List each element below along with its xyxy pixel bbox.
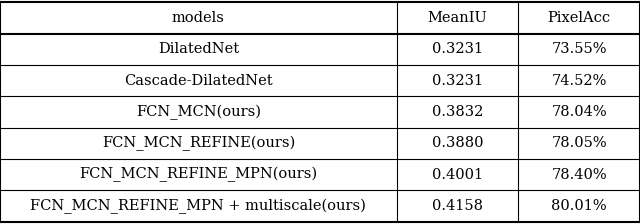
Text: FCN_MCN(ours): FCN_MCN(ours) (136, 104, 261, 120)
Text: 0.3832: 0.3832 (432, 105, 483, 119)
Text: FCN_MCN_REFINE_MPN(ours): FCN_MCN_REFINE_MPN(ours) (79, 167, 317, 182)
Text: models: models (172, 11, 225, 25)
Text: 0.4001: 0.4001 (432, 168, 483, 182)
Text: MeanIU: MeanIU (428, 11, 488, 25)
Text: 0.4158: 0.4158 (432, 199, 483, 213)
Text: 80.01%: 80.01% (552, 199, 607, 213)
Text: Cascade-DilatedNet: Cascade-DilatedNet (124, 74, 273, 88)
Text: FCN_MCN_REFINE(ours): FCN_MCN_REFINE(ours) (102, 136, 295, 151)
Text: PixelAcc: PixelAcc (548, 11, 611, 25)
Text: 78.40%: 78.40% (552, 168, 607, 182)
Text: 73.55%: 73.55% (552, 42, 607, 56)
Text: 74.52%: 74.52% (552, 74, 607, 88)
Text: FCN_MCN_REFINE_MPN + multiscale(ours): FCN_MCN_REFINE_MPN + multiscale(ours) (31, 198, 366, 214)
Text: 78.04%: 78.04% (552, 105, 607, 119)
Text: 0.3231: 0.3231 (432, 42, 483, 56)
Text: 78.05%: 78.05% (552, 136, 607, 150)
Text: 0.3231: 0.3231 (432, 74, 483, 88)
Text: 0.3880: 0.3880 (432, 136, 483, 150)
Text: DilatedNet: DilatedNet (158, 42, 239, 56)
